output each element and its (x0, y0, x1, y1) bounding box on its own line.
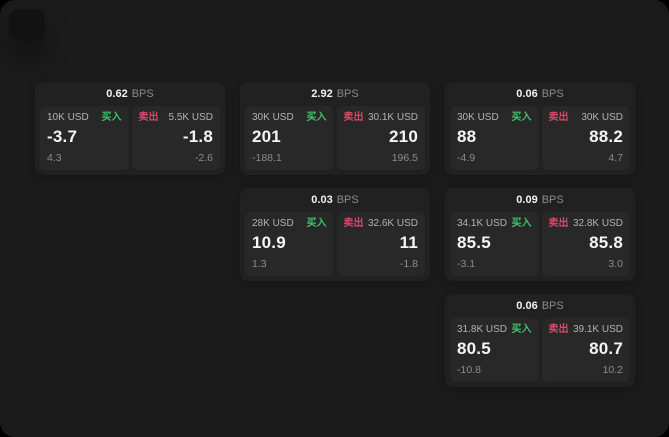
buy-change: -10.8 (457, 364, 481, 376)
sell-price: 11 (399, 233, 418, 252)
sell-panel[interactable]: 卖出 32.8K USD 85.8 3.0 (541, 212, 630, 276)
buy-price: -3.7 (47, 127, 78, 146)
buy-amount: 34.1K USD (457, 218, 508, 229)
buy-side-label: 买入 (306, 112, 327, 123)
quote-card[interactable]: 0.03 BPS 28K USD 买入 10.9 1.3 卖出 32.6K US… (240, 188, 430, 281)
bps-header: 0.09 BPS (450, 188, 630, 212)
sell-amount: 32.6K USD (367, 218, 418, 229)
buy-side-label: 买入 (101, 112, 122, 123)
buy-price: 80.5 (457, 339, 491, 358)
buy-price: 10.9 (252, 233, 286, 252)
buy-amount: 10K USD (47, 112, 89, 123)
bps-unit-label: BPS (541, 300, 564, 312)
sell-amount: 39.1K USD (572, 324, 623, 335)
buy-panel[interactable]: 31.8K USD 买入 80.5 -10.8 (450, 318, 539, 382)
buy-change: -188.1 (252, 152, 282, 164)
sell-change: 4.7 (608, 152, 623, 164)
sell-change: -2.6 (194, 152, 213, 164)
bps-value: 0.06 (516, 300, 538, 312)
quote-card[interactable]: 0.62 BPS 10K USD 买入 -3.7 4.3 卖出 5.5K USD… (35, 82, 225, 175)
sell-change: 196.5 (391, 152, 418, 164)
sell-amount: 30.1K USD (367, 112, 418, 123)
buy-change: 1.3 (252, 258, 267, 270)
sell-price: -1.8 (182, 127, 213, 146)
buy-side-label: 买入 (511, 112, 532, 123)
buy-price: 88 (457, 127, 477, 146)
sell-change: 10.2 (602, 364, 623, 376)
sell-panel[interactable]: 卖出 30K USD 88.2 4.7 (541, 106, 630, 170)
bps-unit-label: BPS (541, 194, 564, 206)
sell-amount: 32.8K USD (572, 218, 623, 229)
quote-card[interactable]: 0.06 BPS 31.8K USD 买入 80.5 -10.8 卖出 39.1… (445, 294, 635, 387)
sell-side-label: 卖出 (343, 218, 364, 229)
buy-price: 201 (252, 127, 281, 146)
sell-panel[interactable]: 卖出 30.1K USD 210 196.5 (336, 106, 425, 170)
sell-amount: 30K USD (581, 112, 623, 123)
sell-panel[interactable]: 卖出 32.6K USD 11 -1.8 (336, 212, 425, 276)
buy-change: -3.1 (457, 258, 476, 270)
buy-price: 85.5 (457, 233, 491, 252)
bps-unit-label: BPS (131, 88, 154, 100)
sell-amount: 5.5K USD (168, 112, 213, 123)
bps-header: 2.92 BPS (245, 82, 425, 106)
buy-amount: 30K USD (457, 112, 499, 123)
bps-header: 0.06 BPS (450, 82, 630, 106)
buy-amount: 30K USD (252, 112, 294, 123)
sell-side-label: 卖出 (138, 112, 159, 123)
bps-value: 0.09 (516, 194, 538, 206)
buy-side-label: 买入 (511, 218, 532, 229)
sell-side-label: 卖出 (343, 112, 364, 123)
quote-card[interactable]: 0.09 BPS 34.1K USD 买入 85.5 -3.1 卖出 32.8K… (445, 188, 635, 281)
sell-panel[interactable]: 卖出 5.5K USD -1.8 -2.6 (131, 106, 220, 170)
sell-price: 210 (389, 127, 418, 146)
sell-change: 3.0 (608, 258, 623, 270)
buy-amount: 31.8K USD (457, 324, 508, 335)
bps-unit-label: BPS (336, 88, 359, 100)
quote-card[interactable]: 2.92 BPS 30K USD 买入 201 -188.1 卖出 30.1K … (240, 82, 430, 175)
buy-change: -4.9 (457, 152, 476, 164)
sell-side-label: 卖出 (548, 112, 569, 123)
sell-side-label: 卖出 (548, 324, 569, 335)
sell-price: 88.2 (589, 127, 623, 146)
buy-change: 4.3 (47, 152, 62, 164)
buy-panel[interactable]: 30K USD 买入 201 -188.1 (245, 106, 334, 170)
sell-side-label: 卖出 (548, 218, 569, 229)
buy-panel[interactable]: 30K USD 买入 88 -4.9 (450, 106, 539, 170)
quote-card[interactable]: 0.06 BPS 30K USD 买入 88 -4.9 卖出 30K USD 8… (445, 82, 635, 175)
buy-panel[interactable]: 10K USD 买入 -3.7 4.3 (40, 106, 129, 170)
buy-side-label: 买入 (511, 324, 532, 335)
bps-header: 0.03 BPS (245, 188, 425, 212)
bps-header: 0.06 BPS (450, 294, 630, 318)
bps-value: 0.06 (516, 88, 538, 100)
bps-value: 2.92 (311, 88, 333, 100)
sell-price: 80.7 (589, 339, 623, 358)
bps-value: 0.03 (311, 194, 333, 206)
sell-price: 85.8 (589, 233, 623, 252)
top-left-action-button[interactable] (9, 9, 45, 41)
sell-change: -1.8 (399, 258, 418, 270)
buy-panel[interactable]: 28K USD 买入 10.9 1.3 (245, 212, 334, 276)
bps-unit-label: BPS (336, 194, 359, 206)
buy-amount: 28K USD (252, 218, 294, 229)
bps-unit-label: BPS (541, 88, 564, 100)
buy-panel[interactable]: 34.1K USD 买入 85.5 -3.1 (450, 212, 539, 276)
buy-side-label: 买入 (306, 218, 327, 229)
bps-value: 0.62 (106, 88, 128, 100)
sell-panel[interactable]: 卖出 39.1K USD 80.7 10.2 (541, 318, 630, 382)
bps-header: 0.62 BPS (40, 82, 220, 106)
